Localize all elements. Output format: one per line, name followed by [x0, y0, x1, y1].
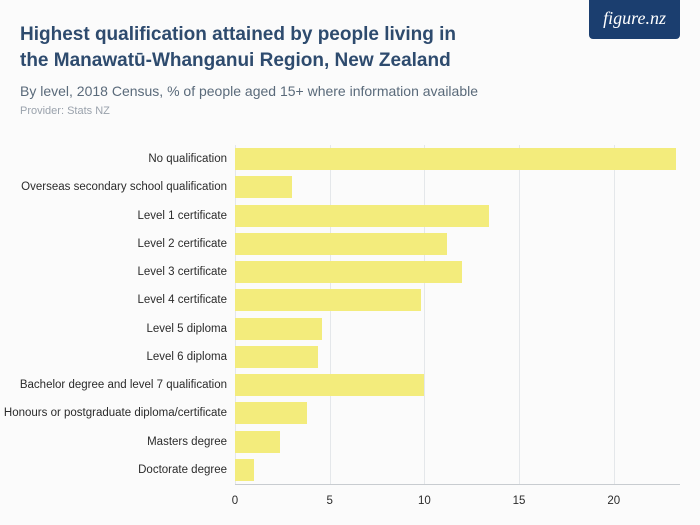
x-axis-labels: 0 5 10 15 20 — [235, 489, 680, 515]
bar-row: Level 4 certificate — [235, 286, 680, 314]
bar-row: Level 6 diploma — [235, 343, 680, 371]
bar-row: Bachelor degree and level 7 qualificatio… — [235, 371, 680, 399]
chart-title: Highest qualification attained by people… — [20, 22, 520, 73]
bar — [235, 318, 322, 340]
category-label: Level 2 certificate — [138, 238, 236, 250]
x-tick-label: 15 — [513, 495, 526, 507]
bar-row: Honours or postgraduate diploma/certific… — [235, 399, 680, 427]
title-line-2: the Manawatū-Whanganui Region, New Zeala… — [20, 50, 451, 71]
x-tick-label: 10 — [418, 495, 431, 507]
bar — [235, 233, 447, 255]
bar — [235, 346, 318, 368]
bar — [235, 402, 307, 424]
brand-logo: figure.nz — [589, 0, 680, 39]
title-line-1: Highest qualification attained by people… — [20, 24, 456, 45]
bar-row: Doctorate degree — [235, 456, 680, 484]
bar-row: No qualification — [235, 145, 680, 173]
category-label: Overseas secondary school qualification — [21, 181, 235, 193]
bar-row: Overseas secondary school qualification — [235, 173, 680, 201]
bar — [235, 205, 489, 227]
bar — [235, 176, 292, 198]
category-label: Doctorate degree — [138, 464, 235, 476]
category-label: No qualification — [148, 153, 235, 165]
bar-row: Masters degree — [235, 428, 680, 456]
category-label: Level 6 diploma — [146, 351, 235, 363]
bar — [235, 374, 424, 396]
chart-provider: Provider: Stats NZ — [20, 105, 680, 117]
x-tick-label: 5 — [326, 495, 332, 507]
category-label: Level 1 certificate — [138, 210, 236, 222]
bar-row: Level 5 diploma — [235, 315, 680, 343]
bar — [235, 148, 676, 170]
bar — [235, 431, 280, 453]
category-label: Level 5 diploma — [146, 323, 235, 335]
bar-row: Level 2 certificate — [235, 230, 680, 258]
x-tick-label: 0 — [232, 495, 238, 507]
bar — [235, 459, 254, 481]
plot-area: No qualificationOverseas secondary schoo… — [235, 145, 680, 485]
category-label: Level 3 certificate — [138, 266, 236, 278]
chart-subtitle: By level, 2018 Census, % of people aged … — [20, 83, 680, 99]
bar — [235, 261, 462, 283]
bar-row: Level 1 certificate — [235, 202, 680, 230]
bar — [235, 289, 421, 311]
category-label: Bachelor degree and level 7 qualificatio… — [20, 379, 235, 391]
category-label: Honours or postgraduate diploma/certific… — [4, 407, 235, 419]
bar-row: Level 3 certificate — [235, 258, 680, 286]
category-label: Level 4 certificate — [138, 294, 236, 306]
chart-region: No qualificationOverseas secondary schoo… — [0, 145, 700, 515]
category-label: Masters degree — [147, 436, 235, 448]
x-tick-label: 20 — [607, 495, 620, 507]
